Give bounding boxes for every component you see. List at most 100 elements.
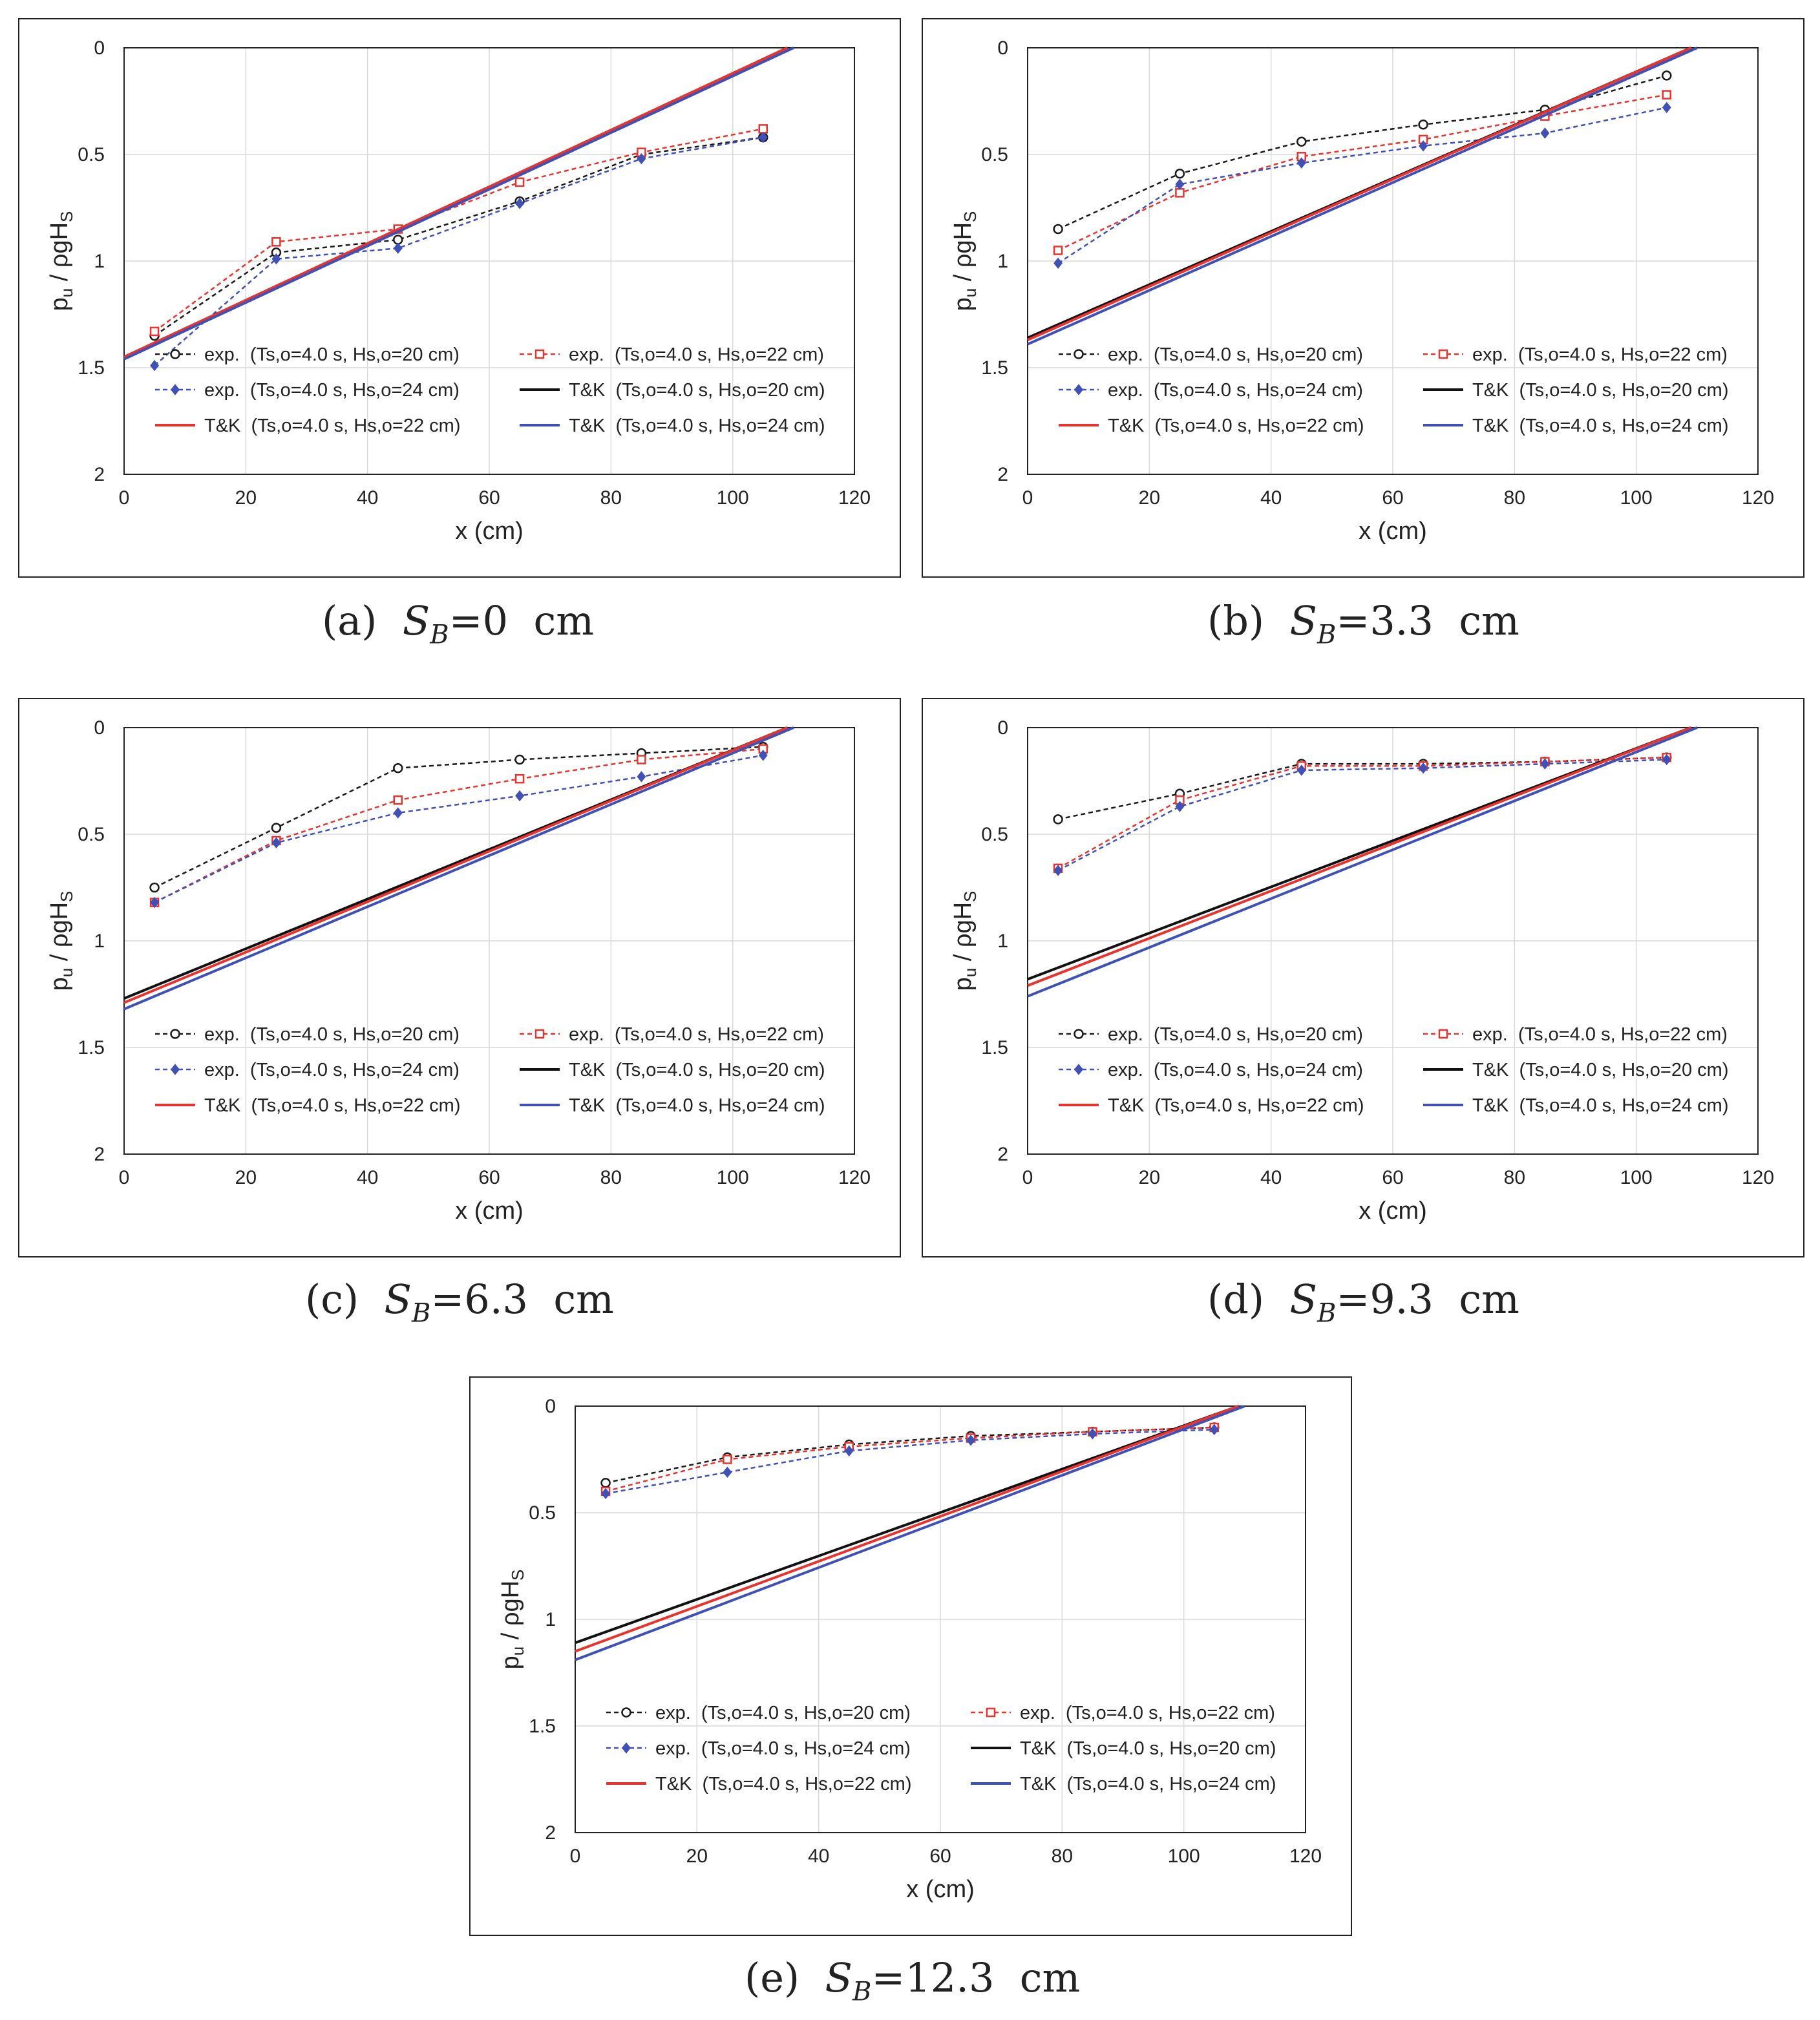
x-tick-label: 80 (1052, 1846, 1073, 1867)
legend-entry: exp. (Ts,o=4.0 s, Hs,o=24 cm) (1059, 380, 1363, 401)
legend-entry: exp. (Ts,o=4.0 s, Hs,o=24 cm) (1059, 1060, 1363, 1080)
legend-label: exp. (Ts,o=4.0 s, Hs,o=24 cm) (1108, 1060, 1363, 1080)
y-tick-label: 1 (545, 1609, 556, 1630)
x-tick-label: 80 (600, 487, 622, 509)
series-line-exp (1057, 107, 1667, 264)
legend-entry: exp. (Ts,o=4.0 s, Hs,o=22 cm) (520, 344, 824, 365)
x-tick-label: 80 (1504, 1167, 1525, 1188)
legend-label: exp. (Ts,o=4.0 s, Hs,o=22 cm) (569, 1024, 824, 1045)
data-point (637, 755, 646, 764)
x-tick-label: 120 (838, 1167, 871, 1188)
caption-value: =0 cm (449, 597, 594, 644)
plot-area-border (1027, 47, 1759, 475)
legend-marker (170, 349, 180, 359)
series-line-tk (575, 1405, 1240, 1653)
data-point (1419, 140, 1428, 152)
y-tick-label: 1.5 (529, 1716, 556, 1737)
legend-label: exp. (Ts,o=4.0 s, Hs,o=22 cm) (1472, 344, 1728, 365)
x-tick-label: 40 (808, 1846, 829, 1867)
legend-marker (171, 1064, 180, 1075)
chart-panel-b: 0 0.5 1 1.5 2 0 20 40 60 80 100 120 x (cm) pu / ρgHS e… (922, 18, 1804, 578)
legend-marker (1074, 1029, 1084, 1039)
legend-label: T&K (Ts,o=4.0 s, Hs,o=22 cm) (655, 1774, 911, 1794)
caption-c: (c) SB=6.3 cm (305, 1276, 614, 1328)
caption-value: =3.3 cm (1336, 597, 1519, 644)
caption-symbol: S (825, 1954, 852, 2001)
data-point (1053, 814, 1063, 825)
legend-entry: T&K (Ts,o=4.0 s, Hs,o=24 cm) (520, 416, 825, 436)
series-line-tk (1027, 47, 1698, 346)
data-point (1662, 101, 1671, 114)
legend-entry: T&K (Ts,o=4.0 s, Hs,o=20 cm) (971, 1738, 1276, 1759)
data-point (1174, 168, 1185, 179)
chart-panel-c: 0 0.5 1 1.5 2 0 20 40 60 80 100 120 x (cm) pu / ρgHS e… (18, 698, 901, 1257)
caption-symbol: S (1289, 597, 1317, 644)
x-tick-label: 40 (357, 487, 378, 509)
y-tick-label: 2 (94, 1144, 105, 1165)
series-line-exp (1057, 74, 1667, 230)
x-tick-label: 0 (1022, 1167, 1033, 1188)
y-axis-label: pu / ρgHS (949, 891, 980, 991)
data-point (515, 790, 525, 802)
data-point (1662, 90, 1671, 100)
y-tick-label: 0.5 (78, 824, 105, 845)
y-tick-label: 0 (545, 1396, 556, 1417)
caption-subscript: B (412, 1298, 431, 1329)
data-point (271, 253, 281, 265)
y-tick-label: 0.5 (981, 144, 1008, 165)
x-tick-label: 120 (838, 487, 871, 509)
caption-prefix: (d) (1207, 1276, 1265, 1323)
x-axis-label: x (cm) (1359, 1197, 1427, 1225)
data-point (1540, 127, 1550, 139)
legend-label: T&K (Ts,o=4.0 s, Hs,o=20 cm) (569, 380, 825, 401)
y-tick-label: 1 (94, 251, 105, 272)
x-tick-label: 100 (1620, 1167, 1653, 1188)
data-point (271, 837, 281, 848)
series-line-tk (123, 726, 794, 1011)
legend-marker (170, 1029, 180, 1039)
legend-entry: T&K (Ts,o=4.0 s, Hs,o=24 cm) (971, 1774, 1276, 1794)
data-point (1296, 136, 1307, 147)
x-tick-label: 60 (478, 1167, 500, 1188)
legend-label: exp. (Ts,o=4.0 s, Hs,o=22 cm) (569, 344, 824, 365)
series-line-tk (1027, 47, 1692, 341)
legend-label: exp. (Ts,o=4.0 s, Hs,o=20 cm) (655, 1703, 911, 1723)
data-point (1053, 246, 1063, 255)
legend-entry: T&K (Ts,o=4.0 s, Hs,o=20 cm) (1423, 380, 1728, 401)
legend-entry: exp. (Ts,o=4.0 s, Hs,o=20 cm) (155, 1024, 460, 1045)
legend-entry: T&K (Ts,o=4.0 s, Hs,o=20 cm) (520, 380, 825, 401)
data-point (150, 359, 160, 372)
x-tick-label: 40 (1260, 487, 1282, 509)
y-axis-label: pu / ρgHS (46, 211, 76, 311)
legend-label: exp. (Ts,o=4.0 s, Hs,o=24 cm) (204, 380, 460, 401)
x-tick-label: 20 (235, 1167, 257, 1188)
data-point (601, 1488, 611, 1500)
legend-entry: exp. (Ts,o=4.0 s, Hs,o=24 cm) (155, 1060, 460, 1080)
legend-marker (621, 1707, 631, 1718)
legend-entry: exp. (Ts,o=4.0 s, Hs,o=24 cm) (606, 1738, 911, 1759)
legend-entry: exp. (Ts,o=4.0 s, Hs,o=22 cm) (1423, 344, 1728, 365)
y-tick-label: 2 (94, 464, 105, 485)
legend-entry: exp. (Ts,o=4.0 s, Hs,o=20 cm) (1059, 1024, 1363, 1045)
caption-prefix: (e) (745, 1954, 800, 2001)
legend-label: exp. (Ts,o=4.0 s, Hs,o=24 cm) (1108, 380, 1363, 401)
data-point (600, 1478, 611, 1488)
x-tick-label: 20 (686, 1846, 708, 1867)
caption-value: =9.3 cm (1336, 1276, 1519, 1323)
legend-label: T&K (Ts,o=4.0 s, Hs,o=24 cm) (569, 1095, 825, 1116)
x-tick-label: 120 (1289, 1846, 1322, 1867)
y-tick-label: 1 (997, 251, 1008, 272)
series-line-tk (1027, 726, 1692, 987)
y-tick-label: 0.5 (981, 824, 1008, 845)
legend-label: exp. (Ts,o=4.0 s, Hs,o=24 cm) (655, 1738, 911, 1759)
legend-entry: T&K (Ts,o=4.0 s, Hs,o=20 cm) (1423, 1060, 1728, 1080)
data-point (149, 882, 160, 893)
legend-entry: exp. (Ts,o=4.0 s, Hs,o=22 cm) (1423, 1024, 1728, 1045)
series-line-exp (154, 128, 763, 332)
data-point (844, 1445, 854, 1457)
series-line-exp (154, 748, 763, 903)
caption-e: (e) SB=12.3 cm (745, 1954, 1080, 2006)
x-tick-label: 80 (600, 1167, 622, 1188)
legend-label: T&K (Ts,o=4.0 s, Hs,o=22 cm) (204, 1095, 460, 1116)
x-tick-label: 80 (1504, 487, 1525, 509)
